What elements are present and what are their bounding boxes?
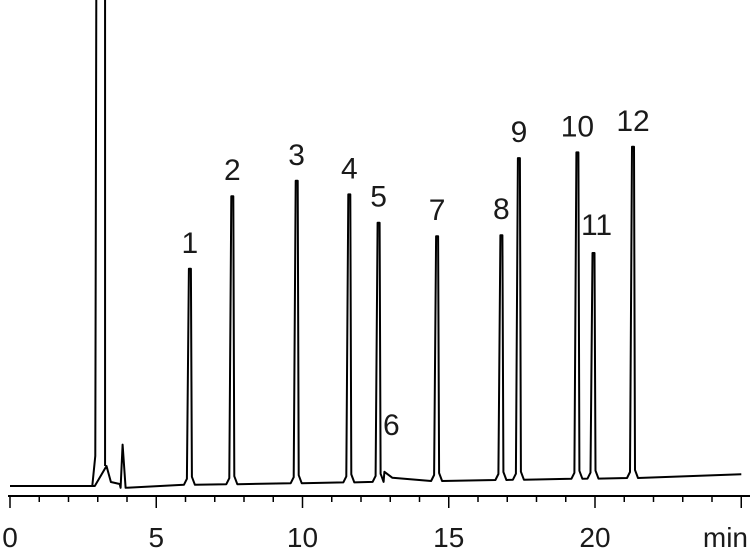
peak-label: 8 xyxy=(493,193,510,226)
chromatogram-trace xyxy=(10,145,742,489)
x-axis-ticks: 0 5 10 15 20 xyxy=(2,496,742,550)
x-axis-unit-label: min xyxy=(703,522,748,550)
peak-label: 4 xyxy=(341,152,358,185)
peak-label: 6 xyxy=(383,409,400,442)
x-tick-label: 10 xyxy=(287,522,318,550)
x-tick-label: 20 xyxy=(579,522,610,550)
peak-label: 10 xyxy=(561,110,594,143)
peak-label: 3 xyxy=(288,139,305,172)
peak-label: 1 xyxy=(182,227,199,260)
peak-label: 2 xyxy=(224,154,241,187)
solvent-peak xyxy=(91,0,107,487)
peak-label: 11 xyxy=(581,209,612,242)
peak-label: 7 xyxy=(429,194,446,227)
x-tick-label: 15 xyxy=(433,522,464,550)
x-tick-label: 5 xyxy=(148,522,164,550)
peak-label: 9 xyxy=(511,116,528,149)
peak-label: 12 xyxy=(616,105,649,138)
x-tick-label: 0 xyxy=(2,522,18,550)
peak-label: 5 xyxy=(370,181,387,214)
